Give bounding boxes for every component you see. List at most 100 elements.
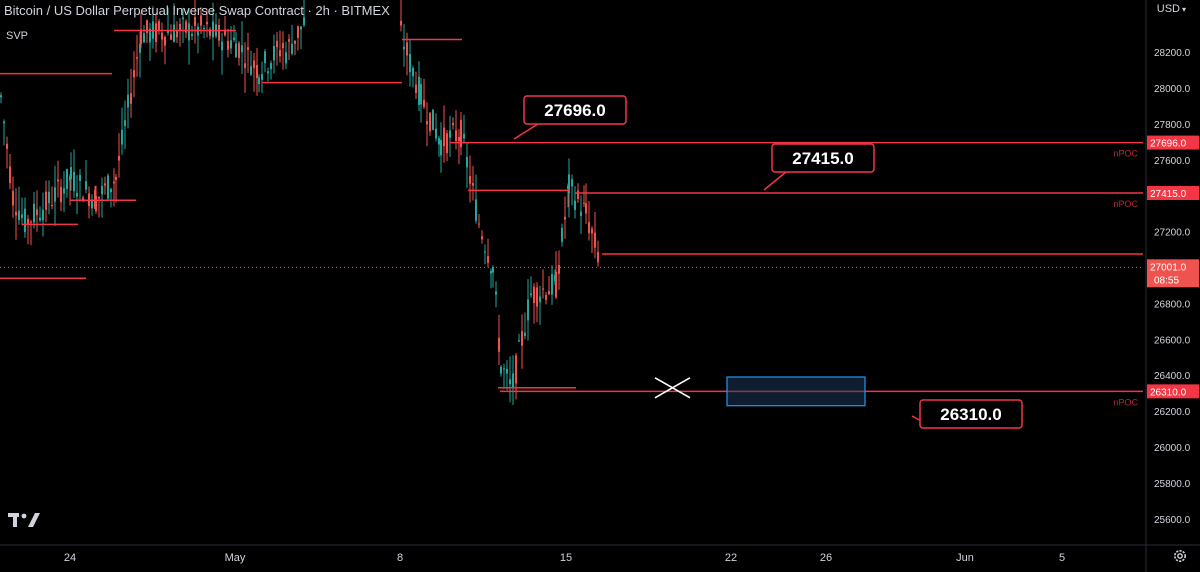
price-callout-label: 27415.0 xyxy=(792,149,853,168)
candle-body xyxy=(555,271,557,298)
countdown-label: 08:55 xyxy=(1154,275,1179,286)
price-callout[interactable] xyxy=(771,143,875,173)
candle-body xyxy=(36,209,38,216)
time-axis[interactable]: 24 May 8 15 22 26 Jun 5 xyxy=(64,552,1065,564)
candle-body xyxy=(463,133,465,139)
level-axis-badge xyxy=(1147,384,1199,399)
candle-body xyxy=(133,69,135,78)
candle-body xyxy=(294,40,296,44)
candle-body xyxy=(115,176,117,181)
candle-body xyxy=(574,200,576,210)
level-axis-label: 26310.0 xyxy=(1150,387,1187,398)
gear-icon[interactable] xyxy=(1172,548,1188,564)
candle-body xyxy=(200,15,202,26)
candle-body xyxy=(518,340,520,342)
levels: nPOC nPOC nPOC xyxy=(0,29,1143,407)
candle-body xyxy=(403,46,405,50)
candle-body xyxy=(85,181,87,190)
price-tick-label: 27800.0 xyxy=(1154,120,1191,131)
candle-body xyxy=(527,299,529,321)
candle-body xyxy=(209,29,211,36)
candle-body xyxy=(241,45,243,53)
candle-body xyxy=(536,287,538,307)
price-callout[interactable] xyxy=(523,95,627,125)
candle-body xyxy=(130,93,132,104)
candle-body xyxy=(3,121,5,124)
candle-body xyxy=(475,199,477,221)
candle-body xyxy=(179,23,181,31)
price-callouts[interactable]: 27696.0 27415.0 26310.0 xyxy=(513,95,1023,429)
time-tick-label: 24 xyxy=(64,552,76,564)
candle-body xyxy=(27,218,29,225)
price-callout-label: 26310.0 xyxy=(940,405,1001,424)
candle-body xyxy=(495,291,497,295)
npoc-tag: nPOC xyxy=(1113,199,1138,209)
candle-body xyxy=(460,119,462,148)
candle-body xyxy=(509,379,511,385)
candle-body xyxy=(492,267,494,273)
candle-body xyxy=(409,53,411,72)
target-zone[interactable] xyxy=(726,376,866,407)
target-zone-box[interactable] xyxy=(726,376,866,407)
candle-body xyxy=(452,123,454,126)
current-price-badge xyxy=(1147,259,1199,288)
candle-body xyxy=(503,368,505,370)
candle-body xyxy=(469,175,471,184)
candle-body xyxy=(121,129,123,145)
candle-body xyxy=(400,20,402,26)
candle-body xyxy=(432,109,434,130)
candles xyxy=(0,0,599,405)
candle-body xyxy=(300,26,302,30)
candle-body xyxy=(136,57,138,59)
candle-body xyxy=(140,29,142,45)
price-callout[interactable] xyxy=(919,399,1023,429)
candle-body xyxy=(233,37,235,40)
candle-body xyxy=(143,33,145,43)
candle-body xyxy=(95,195,97,212)
candle-body xyxy=(253,60,255,68)
candle-body xyxy=(291,43,293,54)
candle-body xyxy=(188,23,190,41)
candle-body xyxy=(542,288,544,290)
candle-body xyxy=(127,94,129,108)
candle-body xyxy=(558,264,560,274)
candle-body xyxy=(500,366,502,374)
candle-body xyxy=(551,274,553,295)
candle-body xyxy=(15,211,17,216)
price-tick-label: 28000.0 xyxy=(1154,84,1191,95)
level-axis-label: 27696.0 xyxy=(1150,139,1187,150)
candle-body xyxy=(261,74,263,80)
currency-selector[interactable]: USD ▾ xyxy=(1157,3,1186,15)
candle-body xyxy=(176,29,178,38)
time-tick-label: 15 xyxy=(560,552,572,564)
callout-pointer xyxy=(513,123,539,140)
candle-body xyxy=(70,167,72,180)
level-axis-badge xyxy=(1147,135,1199,150)
candle-body xyxy=(297,26,299,38)
price-tick-label: 25600.0 xyxy=(1154,515,1191,526)
candle-body xyxy=(426,120,428,125)
candle-body xyxy=(91,199,93,209)
candle-body xyxy=(539,296,541,303)
candle-body xyxy=(238,43,240,59)
candle-body xyxy=(113,181,115,184)
candle-body xyxy=(224,29,226,36)
candle-body xyxy=(218,24,220,41)
candle-body xyxy=(221,41,223,51)
candle-body xyxy=(440,140,442,156)
candle-body xyxy=(9,166,11,184)
candle-body xyxy=(256,64,258,78)
candle-body xyxy=(597,251,599,263)
candle-body xyxy=(51,204,53,206)
indicator-label[interactable]: SVP xyxy=(6,30,29,42)
candle-body xyxy=(76,192,78,197)
candle-body xyxy=(273,45,275,61)
level-axis-label: 27415.0 xyxy=(1150,189,1187,200)
candle-body xyxy=(42,209,44,221)
candle-body xyxy=(79,174,81,181)
candle-body xyxy=(472,183,474,186)
price-axis[interactable]: 27696.0 27415.0 26310.0 25600.0 25800.0 26000… xyxy=(1147,48,1199,526)
tradingview-logo-icon[interactable] xyxy=(8,511,42,529)
price-tick-label: 28200.0 xyxy=(1154,48,1191,59)
